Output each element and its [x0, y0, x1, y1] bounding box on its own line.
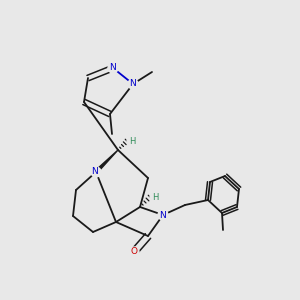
Circle shape — [91, 167, 101, 177]
Text: N: N — [110, 64, 116, 73]
Circle shape — [128, 79, 138, 89]
Circle shape — [158, 210, 168, 220]
Circle shape — [108, 63, 118, 73]
Text: N: N — [160, 211, 167, 220]
Circle shape — [150, 193, 158, 201]
Text: H: H — [129, 136, 135, 146]
Polygon shape — [95, 150, 118, 173]
Circle shape — [127, 137, 135, 145]
Text: N: N — [92, 167, 98, 176]
Text: O: O — [130, 248, 137, 256]
Circle shape — [129, 247, 139, 257]
Text: H: H — [152, 193, 158, 202]
Text: N: N — [130, 80, 136, 88]
